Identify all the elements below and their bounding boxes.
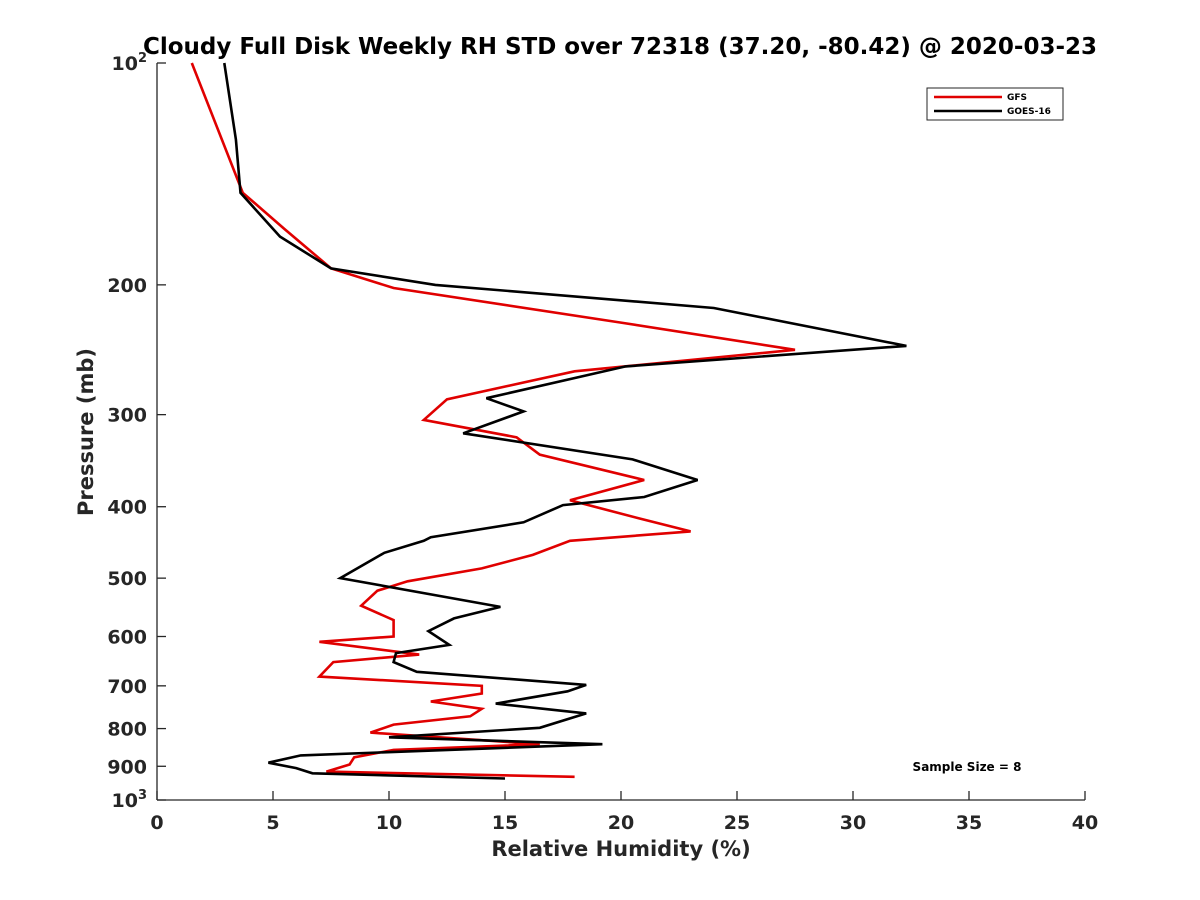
x-tick-label: 25	[724, 812, 750, 834]
chart-title: Cloudy Full Disk Weekly RH STD over 7231…	[143, 34, 1097, 60]
x-tick-label: 30	[840, 812, 866, 834]
legend-label: GFS	[1007, 93, 1027, 103]
legend-label: GOES-16	[1007, 107, 1051, 117]
y-tick-label: 800	[107, 719, 147, 741]
x-tick-label: 10	[376, 812, 402, 834]
y-tick-label: 700	[107, 676, 147, 698]
sample-size-annotation: Sample Size = 8	[913, 760, 1022, 774]
y-tick-label: 500	[107, 568, 147, 590]
series-line-goes-16	[223, 62, 907, 780]
y-tick-label: 900	[107, 756, 147, 778]
x-tick-label: 15	[492, 812, 518, 834]
x-tick-label: 35	[956, 812, 982, 834]
y-tick-label: 400	[107, 497, 147, 519]
legend-box	[926, 87, 1064, 121]
y-tick-label: 103	[112, 788, 148, 812]
y-tick-label: 200	[107, 275, 147, 297]
series-line-gfs	[190, 62, 796, 779]
legend: GFS GOES-16	[926, 87, 1064, 121]
x-tick-label: 0	[150, 812, 163, 834]
y-tick-label: 300	[107, 405, 147, 427]
y-tick-label: 102	[112, 51, 148, 75]
y-axis-label: Pressure (mb)	[74, 348, 98, 516]
y-tick-label: 600	[107, 626, 147, 648]
x-tick-label: 5	[266, 812, 279, 834]
x-axis-label: Relative Humidity (%)	[491, 837, 750, 861]
x-tick-label: 40	[1072, 812, 1098, 834]
x-tick-label: 20	[608, 812, 634, 834]
